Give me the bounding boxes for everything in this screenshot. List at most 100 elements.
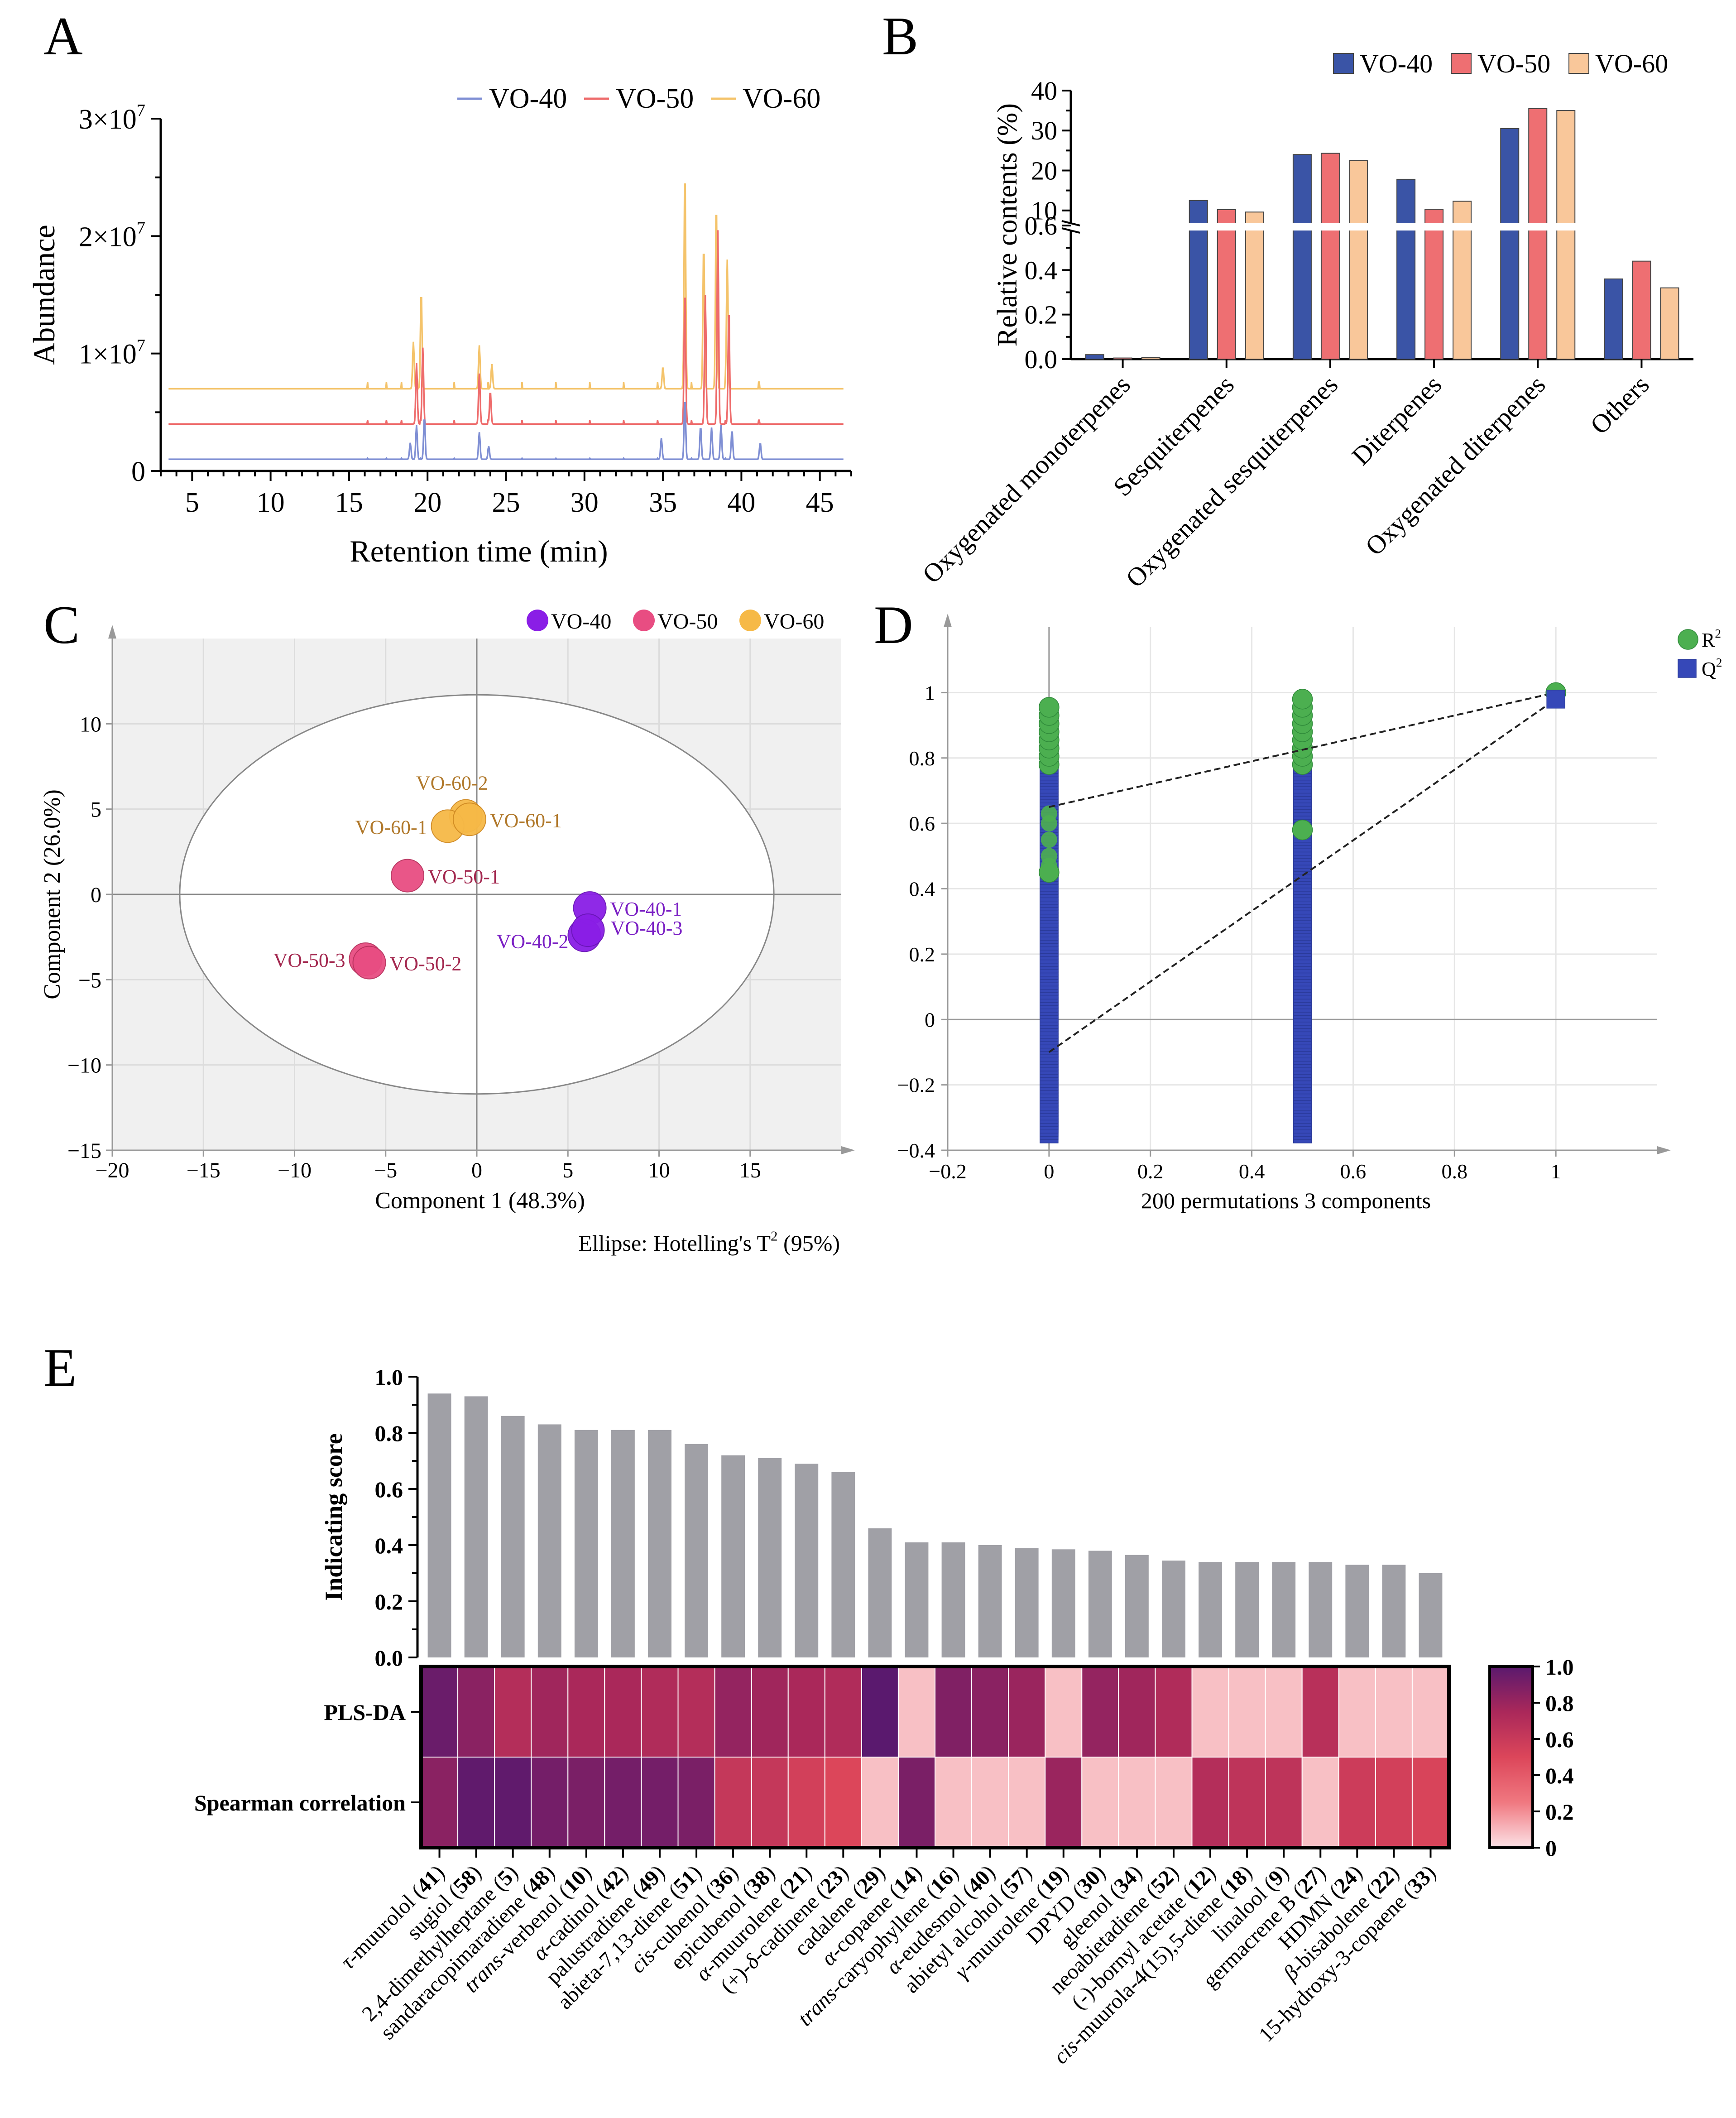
x-tick-label: Diterpenes <box>1346 370 1448 471</box>
score-bar <box>1272 1562 1296 1657</box>
point-label: VO-40-3 <box>611 917 683 939</box>
panel-label-d: D <box>874 595 913 655</box>
colorbar-tick-label: 0.4 <box>1545 1763 1574 1788</box>
heatmap-cell <box>861 1757 899 1848</box>
heatmap-cell <box>567 1666 605 1758</box>
heatmap-cell <box>824 1757 862 1848</box>
heatmap-cell <box>1191 1757 1229 1848</box>
trace-vo-40 <box>168 402 844 461</box>
x-tick-label: 0 <box>1044 1160 1054 1183</box>
legend-swatch-vo-60 <box>1568 53 1589 74</box>
legend-label-vo-50: VO-50 <box>657 610 718 634</box>
heatmap-cell <box>751 1757 789 1848</box>
legend-q2-label: Q2 <box>1702 656 1722 680</box>
heatmap-cell <box>1155 1666 1193 1758</box>
x-tick-label: 40 <box>727 487 755 518</box>
heatmap-cell <box>787 1666 825 1758</box>
heatmap-cell <box>457 1757 495 1848</box>
legend-r2-main: R <box>1702 629 1715 651</box>
x-tick-label: −15 <box>187 1158 221 1182</box>
bar-vo-50 <box>1632 260 1651 360</box>
score-bar <box>574 1430 598 1657</box>
heatmap-cell <box>1301 1757 1339 1848</box>
r2-point <box>1041 831 1057 848</box>
heatmap-cell <box>1301 1666 1339 1758</box>
y-tick-label: 0.4 <box>909 878 935 901</box>
score-bar <box>1162 1561 1185 1657</box>
bar-vo-40 <box>1292 154 1312 360</box>
x-axis-arrow <box>1657 1146 1671 1154</box>
bar-vo-40 <box>1396 178 1416 360</box>
x-tick-label: Oxygenated diterpenes <box>1360 370 1551 561</box>
bar-vo-50 <box>1217 209 1236 360</box>
legend-q2-sup: 2 <box>1716 656 1722 669</box>
heatmap-cell <box>1045 1666 1083 1758</box>
heatmap-cell <box>1411 1666 1449 1758</box>
ellipse-note-main: Ellipse: Hotelling's T <box>578 1230 771 1256</box>
y-tick-label-main: 2×10 <box>79 221 137 252</box>
bar-vo-40 <box>1085 354 1104 360</box>
axis-break-gap <box>1062 223 1702 231</box>
heatmap-cell <box>494 1666 532 1758</box>
heatmap-cell <box>897 1666 936 1758</box>
point-label: VO-50-1 <box>428 866 500 888</box>
score-bar <box>758 1458 782 1657</box>
x-tick-label: 0.4 <box>1239 1160 1265 1183</box>
bar-vo-40 <box>1500 128 1520 360</box>
heatmap-cell <box>714 1666 752 1758</box>
x-tick-label: 5 <box>185 487 199 518</box>
score-bar <box>1382 1565 1406 1657</box>
bar-vo-50 <box>1320 153 1340 360</box>
bar-vo-60 <box>1141 357 1161 360</box>
score-bar <box>1309 1562 1333 1657</box>
x-tick-label: 30 <box>571 487 599 518</box>
x-tick-label: −5 <box>374 1158 397 1182</box>
colorbar-tick-label: 0.8 <box>1545 1691 1574 1716</box>
y-tick-label: 0 <box>925 1008 935 1031</box>
y-tick-label: −0.2 <box>897 1074 935 1097</box>
x-tick-label: −10 <box>278 1158 312 1182</box>
legend-label-vo-60: VO-60 <box>743 83 820 114</box>
ellipse-note: Ellipse: Hotelling's T2 (95%) <box>578 1228 840 1256</box>
y-tick-label: 0.6 <box>909 812 935 835</box>
heatmap-cell <box>1338 1666 1376 1758</box>
heatmap-cell <box>1118 1666 1156 1758</box>
y-axis-title: Abundance <box>27 225 61 365</box>
heatmap-cell <box>971 1666 1009 1758</box>
score-bar <box>1419 1573 1443 1657</box>
heatmap-cell <box>531 1757 569 1848</box>
score-bar <box>464 1396 488 1657</box>
point-label: VO-60-1 <box>490 809 562 831</box>
legend-dot-vo-50 <box>633 610 655 631</box>
heatmap-cell <box>1265 1757 1303 1848</box>
y-tick-label-sup: 7 <box>137 218 145 237</box>
heatmap-cell <box>641 1757 679 1848</box>
y-tick-label: 0.0 <box>375 1645 403 1671</box>
heatmap-cell <box>1228 1757 1266 1848</box>
x-tick-label: 20 <box>413 487 441 518</box>
point-label: VO-50-3 <box>273 949 345 971</box>
r2-regression-line <box>1049 692 1556 808</box>
y-axis-title: Component 2 (26.0%) <box>39 789 65 999</box>
legend-r2-sup: 2 <box>1715 627 1721 640</box>
y-tick-label-sup: 7 <box>137 336 145 355</box>
x-tick-label: 0.6 <box>1340 1160 1367 1183</box>
colorbar-tick-label: 0.2 <box>1545 1799 1574 1825</box>
x-tick-label: 15 <box>739 1158 761 1182</box>
legend-r2-dot <box>1678 629 1698 650</box>
colorbar-tick-label: 1.0 <box>1545 1654 1574 1680</box>
score-bar <box>1199 1562 1222 1657</box>
heatmap-cell <box>935 1757 973 1848</box>
y-tick-label: −10 <box>67 1054 101 1078</box>
score-bar <box>501 1416 525 1657</box>
score-bar <box>978 1545 1002 1657</box>
x-tick-label: 25 <box>492 487 520 518</box>
heatmap-row-label: PLS-DA <box>324 1700 406 1725</box>
heatmap-cell <box>421 1757 459 1848</box>
legend-swatch-vo-50 <box>1451 53 1472 74</box>
y-tick-label: 20 <box>1031 156 1057 185</box>
y-tick-label: 0.6 <box>1025 211 1058 240</box>
q2-original <box>1546 690 1565 709</box>
